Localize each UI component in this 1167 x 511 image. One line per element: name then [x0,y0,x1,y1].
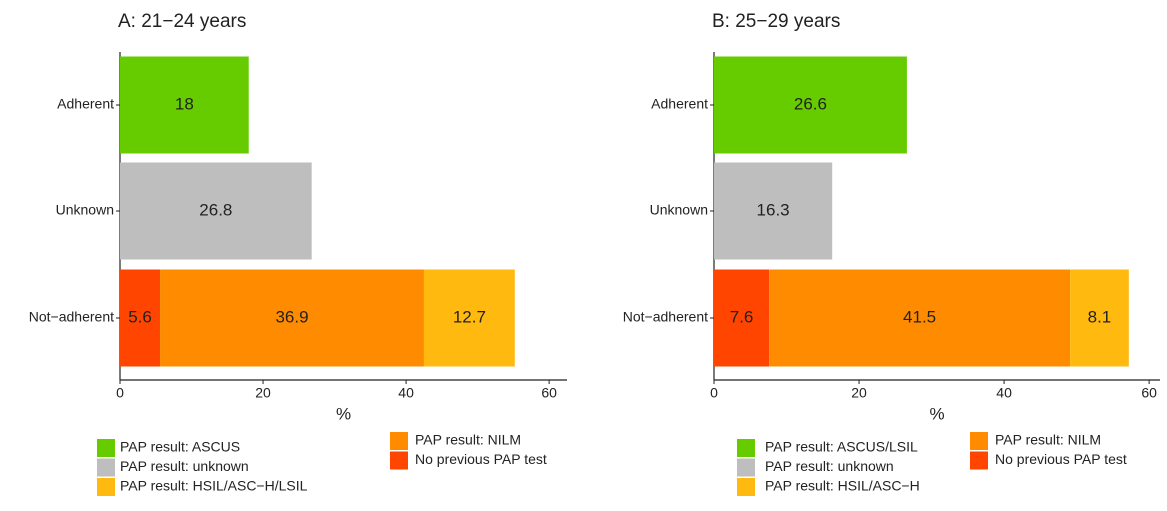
x-tick-label: 0 [710,385,718,401]
x-tick-label: 60 [541,385,557,401]
legend-label: PAP result: HSIL/ASC−H [765,478,920,494]
bar-segment [423,269,515,367]
legend-label: PAP result: NILM [995,432,1101,448]
legend-swatch [390,432,408,450]
x-tick-label: 0 [116,385,124,401]
legend-label: PAP result: NILM [415,432,521,448]
data-label: 18 [175,94,194,113]
legend-label: No previous PAP test [415,451,547,467]
data-label: 36.9 [275,307,308,326]
legend-swatch [737,478,755,496]
chart-title: B: 25−29 years [712,11,840,32]
data-label: 26.8 [199,200,232,219]
data-label: 8.1 [1088,307,1112,326]
legend-label: PAP result: ASCUS [120,439,240,455]
data-label: 16.3 [757,200,790,219]
legend-swatch [970,432,988,450]
bar-segment [120,162,312,260]
x-axis-label: % [336,404,351,423]
bar-segment [120,269,161,367]
data-label: 26.6 [794,94,827,113]
legend-label: PAP result: HSIL/ASC−H/LSIL [120,478,308,494]
y-tick-label: Not−adherent [623,309,708,325]
legend-swatch [737,458,755,477]
legend-swatch [970,451,988,470]
y-tick-label: Adherent [651,96,708,112]
bar-segment [120,56,249,154]
data-label: 12.7 [453,307,486,326]
x-axis-label: % [929,404,944,423]
x-tick-label: 40 [398,385,414,401]
legend-swatch [97,439,115,457]
y-tick-label: Not−adherent [29,309,114,325]
bar-segment [769,269,1071,367]
bar-segment [160,269,424,367]
data-label: 41.5 [903,307,936,326]
bar-segment [714,269,770,367]
data-label: 7.6 [730,307,754,326]
bar-segment [714,56,907,154]
legend-label: PAP result: unknown [120,458,249,474]
y-tick-label: Adherent [57,96,114,112]
legend-label: PAP result: unknown [765,458,894,474]
y-tick-label: Unknown [56,202,114,218]
data-label: 5.6 [128,307,152,326]
legend-swatch [390,451,408,470]
x-tick-label: 20 [255,385,271,401]
x-tick-label: 20 [851,385,867,401]
y-tick-label: Unknown [650,202,708,218]
bar-segment [1070,269,1129,367]
legend-swatch [97,458,115,477]
x-tick-label: 40 [996,385,1012,401]
chart-title: A: 21−24 years [118,11,246,32]
legend-label: PAP result: ASCUS/LSIL [765,439,918,455]
legend-swatch [737,439,755,457]
legend-label: No previous PAP test [995,451,1127,467]
legend-swatch [97,478,115,496]
bar-segment [714,162,833,260]
x-tick-label: 60 [1141,385,1157,401]
